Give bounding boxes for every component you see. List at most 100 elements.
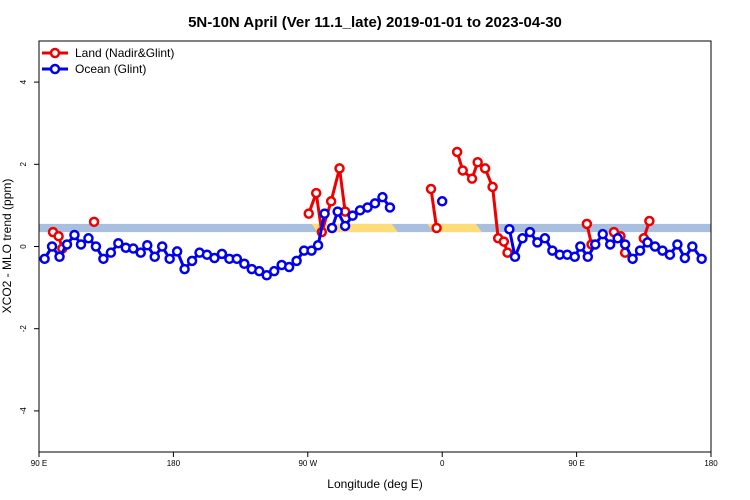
data-point xyxy=(425,183,437,195)
data-point xyxy=(547,245,558,256)
data-point xyxy=(644,215,655,227)
x-axis: 90 E 180 90 W 0 90 E 180 xyxy=(31,452,718,468)
data-point xyxy=(479,163,491,174)
data-point xyxy=(569,251,580,263)
data-point xyxy=(268,265,280,277)
chart-title: 5N-10N April (Ver 11.1_late) 2019-01-01 … xyxy=(188,14,562,31)
data-point xyxy=(303,208,314,219)
data-point xyxy=(509,251,521,263)
data-point xyxy=(504,223,515,235)
data-point xyxy=(339,220,351,232)
series-0 xyxy=(47,146,655,258)
data-point xyxy=(649,241,661,252)
data-point xyxy=(642,237,653,248)
data-point xyxy=(312,240,324,251)
data-point xyxy=(53,230,64,242)
series-layer xyxy=(39,146,707,281)
x-tick-label: 180 xyxy=(167,459,181,468)
data-point xyxy=(582,251,594,263)
data-point xyxy=(254,265,265,277)
x-tick-label: 90 E xyxy=(568,459,584,468)
data-point xyxy=(687,241,698,252)
data-point xyxy=(524,226,536,238)
y-tick-label: 4 xyxy=(19,79,28,84)
data-point xyxy=(581,218,593,230)
data-point xyxy=(149,251,160,263)
data-point xyxy=(186,255,198,267)
data-point xyxy=(171,246,183,257)
data-point xyxy=(627,253,638,265)
data-point xyxy=(431,222,442,234)
data-point xyxy=(69,229,80,241)
y-axis: -4 -2 0 2 4 xyxy=(19,79,39,414)
legend-label: Ocean (Glint) xyxy=(75,62,146,76)
data-point xyxy=(539,233,551,244)
data-point xyxy=(326,222,338,234)
data-point xyxy=(261,270,272,281)
data-point xyxy=(156,241,168,252)
data-point xyxy=(612,233,623,244)
data-point xyxy=(487,181,498,193)
y-tick-label: -4 xyxy=(19,407,28,415)
y-tick-label: -2 xyxy=(19,325,28,333)
data-point xyxy=(231,253,243,265)
data-point xyxy=(142,240,153,251)
data-point xyxy=(597,228,608,240)
data-point xyxy=(590,239,601,250)
series-1 xyxy=(39,191,707,281)
data-point xyxy=(369,198,381,209)
data-point xyxy=(502,247,513,258)
data-point xyxy=(325,196,337,207)
data-point xyxy=(39,253,50,265)
data-point xyxy=(291,255,302,267)
data-point xyxy=(466,173,478,184)
data-point xyxy=(498,236,510,247)
data-point xyxy=(209,252,220,264)
data-point xyxy=(135,247,146,258)
data-point xyxy=(634,245,646,256)
data-point xyxy=(88,216,100,228)
x-tick-label: 90 W xyxy=(298,459,317,468)
series-line xyxy=(429,188,439,229)
data-point xyxy=(98,253,109,265)
x-tick-label: 180 xyxy=(704,459,718,468)
data-point xyxy=(164,253,175,265)
data-point xyxy=(517,233,528,244)
data-point xyxy=(113,237,124,249)
data-point xyxy=(377,191,388,203)
x-axis-label: Longitude (deg E) xyxy=(327,477,422,491)
data-point xyxy=(575,241,586,252)
y-tick-label: 0 xyxy=(19,244,28,249)
x-tick-label: 90 E xyxy=(31,459,47,468)
data-point xyxy=(306,245,317,256)
data-point xyxy=(128,243,139,254)
data-point xyxy=(604,239,616,250)
x-tick-label: 0 xyxy=(440,459,445,468)
data-point xyxy=(216,248,228,260)
data-point xyxy=(332,206,343,217)
data-point xyxy=(619,239,631,250)
data-point xyxy=(384,202,396,213)
data-point xyxy=(347,210,358,221)
data-point xyxy=(310,187,322,199)
legend-marker xyxy=(49,47,61,59)
data-point xyxy=(672,239,683,250)
data-point xyxy=(283,261,295,273)
data-point xyxy=(362,202,373,213)
data-point xyxy=(105,247,117,258)
data-point xyxy=(679,252,691,264)
y-tick-label: 2 xyxy=(19,162,28,167)
legend: Land (Nadir&Glint) Ocean (Glint) xyxy=(42,46,174,76)
legend-label: Land (Nadir&Glint) xyxy=(75,46,174,60)
data-point xyxy=(532,237,543,248)
data-point xyxy=(319,208,330,219)
data-point xyxy=(657,245,668,256)
data-point xyxy=(334,163,345,174)
data-point xyxy=(451,146,463,158)
data-point xyxy=(75,239,87,250)
data-point xyxy=(457,165,468,176)
data-point xyxy=(46,241,58,252)
data-point xyxy=(436,196,448,207)
data-point xyxy=(179,263,190,275)
